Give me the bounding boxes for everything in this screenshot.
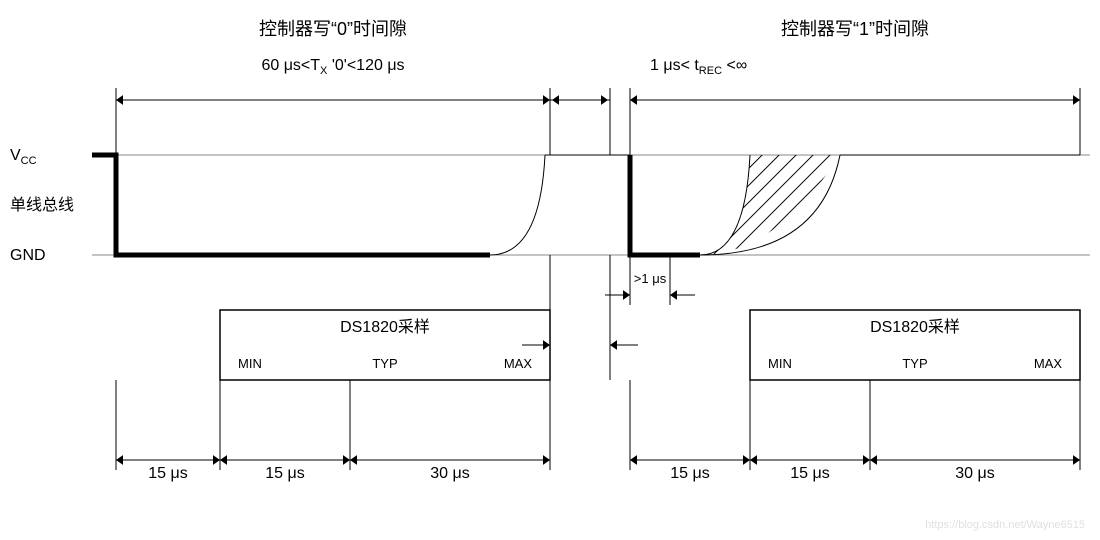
- label-bus: 单线总线: [10, 196, 74, 214]
- timing-seg: 15 μs: [265, 465, 304, 482]
- label-max: MAX: [1034, 356, 1063, 371]
- timing-seg: 30 μs: [955, 465, 994, 482]
- timing-diagram: 控制器写“0”时间隙控制器写“1”时间隙60 μs<TX '0'<120 μs1…: [0, 0, 1100, 540]
- title-write-0: 控制器写“0”时间隙: [259, 19, 407, 39]
- timing-seg: 30 μs: [430, 465, 469, 482]
- label-sample-title: DS1820采样: [870, 318, 960, 336]
- timing-seg: 15 μs: [790, 465, 829, 482]
- label-max: MAX: [504, 356, 533, 371]
- timing-seg: 15 μs: [670, 465, 709, 482]
- label-gt1: >1 μs: [634, 271, 667, 286]
- label-typ: TYP: [902, 356, 927, 371]
- title-write-1: 控制器写“1”时间隙: [781, 19, 929, 39]
- label-min: MIN: [768, 356, 792, 371]
- label-sample-title: DS1820采样: [340, 318, 430, 336]
- watermark: https://blog.csdn.net/Wayne6515: [925, 519, 1085, 531]
- label-gnd: GND: [10, 247, 46, 264]
- label-min: MIN: [238, 356, 262, 371]
- label-typ: TYP: [372, 356, 397, 371]
- timing-seg: 15 μs: [148, 465, 187, 482]
